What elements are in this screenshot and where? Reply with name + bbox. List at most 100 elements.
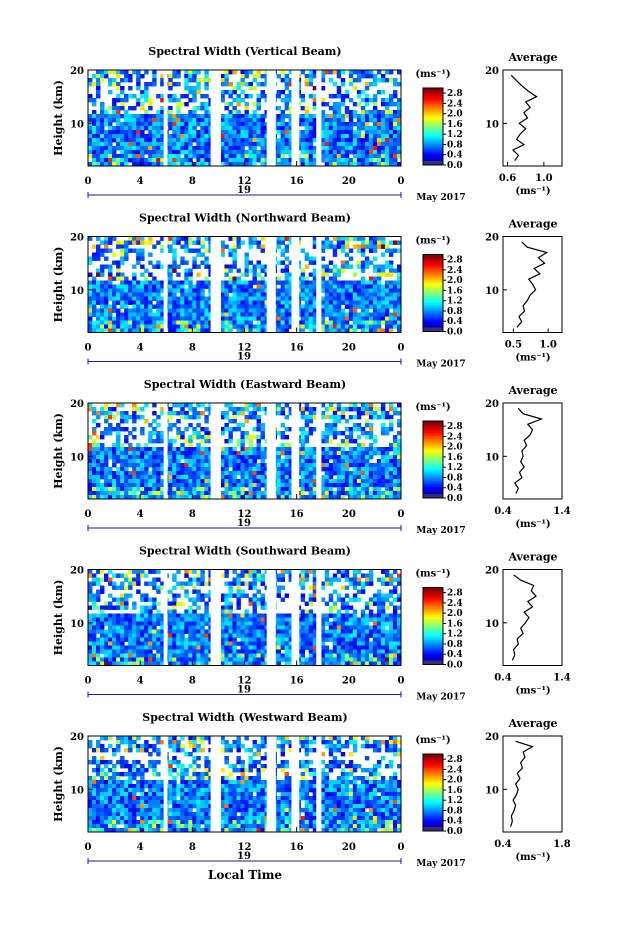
heatmap-cell [320,272,326,277]
heatmap-cell [376,110,382,115]
heatmap-cell [344,240,350,245]
heatmap-cell [228,463,233,468]
heatmap-cell [324,479,330,484]
heatmap-cell [376,158,382,163]
heatmap-cell [388,288,394,293]
heatmap-cell [380,581,386,586]
heatmap-cell [200,491,205,496]
heatmap-cell [132,240,137,245]
heatmap-cell [244,296,249,301]
heatmap-cell [156,142,161,147]
heatmap-cell [252,240,257,245]
heatmap-cell [388,443,394,448]
heatmap-cell [336,459,342,464]
heatmap-cell [376,475,382,480]
heatmap-cell [88,292,93,297]
heatmap-cell [196,90,201,95]
heatmap-cell [120,459,125,464]
heatmap-cell [244,122,249,127]
heatmap-cell [304,320,310,325]
heatmap-cell [128,240,133,245]
heatmap-cell [348,130,354,135]
heatmap-cell [120,138,125,143]
heatmap-cell [368,134,374,139]
heatmap-cell [328,451,334,456]
heatmap-cell [232,260,237,265]
heatmap-cell [224,300,229,305]
heatmap-cell [388,70,394,75]
heatmap-cell [196,423,201,428]
heatmap-cell [192,467,197,472]
heatmap-cell [224,268,229,273]
heatmap-cell [308,146,314,151]
heatmap-cell [276,324,282,329]
x-tick-label: 8 [189,176,196,187]
heatmap-cell [180,296,185,301]
heatmap-cell [348,577,354,582]
heatmap-cell [156,577,161,582]
heatmap-cell [324,154,330,159]
colorbar-unit: (ms⁻¹) [415,236,450,247]
heatmap-cell [380,467,386,472]
heatmap-cell [376,134,382,139]
heatmap-cell [252,605,257,610]
heatmap-cell [280,312,286,317]
heatmap-cell [224,292,229,297]
heatmap-cell [328,276,334,281]
heatmap-cell [324,280,330,285]
heatmap-cell [116,158,121,163]
colorbar-swatch [423,478,443,482]
heatmap-cell [228,110,233,115]
average-x-label: (ms⁻¹) [515,186,550,197]
heatmap-cell [240,272,245,277]
heatmap-cell [112,324,117,329]
y-tick-label: 20 [70,66,84,77]
heatmap-cell [320,467,326,472]
heatmap-cell [160,308,165,313]
heatmap-cell [100,455,105,460]
heatmap-cell [112,296,117,301]
heatmap-cell [96,312,101,317]
heatmap-cell [372,248,378,253]
heatmap-cell [256,74,261,79]
heatmap-cell [180,487,185,492]
heatmap-cell [252,272,257,277]
colorbar-swatch [423,116,443,120]
heatmap-cell [276,292,282,297]
heatmap-cell [328,260,334,265]
heatmap-cell [184,272,189,277]
heatmap-cell [340,82,346,87]
heatmap-cell [336,154,342,159]
heatmap-cell [228,268,233,273]
heatmap-cell [364,328,370,333]
heatmap-cell [248,320,253,325]
heatmap-cell [140,312,145,317]
heatmap-cell [108,411,113,416]
heatmap-cell [172,70,177,75]
heatmap-cell [356,260,362,265]
heatmap-cell [312,126,318,131]
heatmap-cell [252,292,257,297]
heatmap-cell [332,308,338,313]
heatmap-cell [224,320,229,325]
heatmap-cell [288,94,294,99]
heatmap-cell [376,142,382,147]
heatmap-cell [328,158,334,163]
heatmap-cell [332,320,338,325]
heatmap-cell [332,272,338,277]
heatmap-cell [328,597,334,602]
heatmap-cell [340,142,346,147]
heatmap-cell [168,300,173,305]
heatmap-cell [252,118,257,123]
heatmap-cell [144,98,149,103]
heatmap-cell [320,114,326,119]
heatmap-cell [184,102,189,107]
heatmap-cell [160,431,165,436]
heatmap-cell [192,495,197,500]
heatmap-cell [336,240,342,245]
heatmap-cell [132,415,137,420]
heatmap-cell [176,320,181,325]
heatmap-cell [128,581,133,586]
heatmap-cell [336,407,342,412]
heatmap-cell [236,94,241,99]
